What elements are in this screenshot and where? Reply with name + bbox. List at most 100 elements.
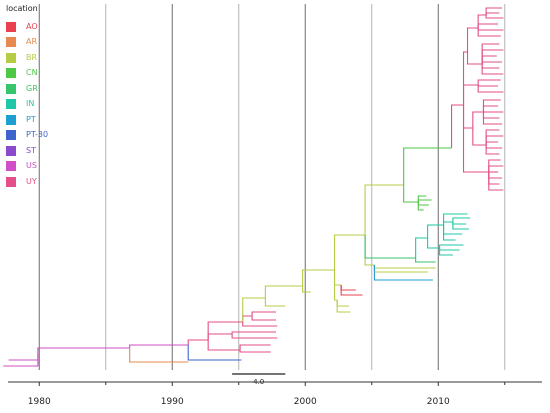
- branch-r1i: [462, 105, 489, 173]
- branch-t25: [485, 145, 500, 155]
- branch-t9: [481, 55, 497, 64]
- branch-t5: [477, 28, 504, 31]
- branch-r1h: [472, 128, 487, 146]
- branch-il2: [439, 248, 460, 251]
- branch-gl1: [415, 258, 436, 263]
- branch-il8: [452, 217, 471, 222]
- branch-n7: [302, 269, 335, 286]
- legend-label: PT-30: [26, 130, 49, 140]
- legend-item-us: US: [6, 159, 66, 175]
- legend-item-br: BR: [6, 50, 66, 66]
- time-gridlines: [38, 4, 506, 370]
- branch-rootleaf1: [8, 354, 39, 361]
- branch-il7: [452, 222, 467, 225]
- legend-label: ST: [26, 145, 36, 155]
- branch-n4: [207, 321, 243, 340]
- branch-al1: [340, 285, 356, 291]
- branch-i2: [427, 238, 440, 249]
- legend-item-st: ST: [6, 143, 66, 159]
- branch-il9: [443, 213, 468, 225]
- branch-i1: [415, 237, 428, 258]
- branch-t1: [485, 7, 503, 15]
- branch-bluebr: [187, 345, 242, 361]
- tree-branches: [3, 7, 504, 367]
- branch-t31: [488, 172, 504, 191]
- legend-swatch: [6, 68, 16, 79]
- branch-b2: [333, 270, 342, 286]
- branch-t17: [482, 105, 499, 112]
- branch-r1e: [462, 84, 479, 105]
- branch-il3: [439, 244, 464, 248]
- legend-label: UY: [26, 176, 37, 186]
- legend-items: AO AR BR CN GR IN PT PT-30 ST US UY: [6, 19, 66, 190]
- branch-m1: [364, 235, 375, 266]
- legend-swatch: [6, 161, 16, 172]
- branch-n3: [187, 339, 209, 345]
- branch-ul6: [251, 316, 276, 321]
- legend-item-gr: GR: [6, 81, 66, 97]
- branch-t12: [481, 64, 504, 75]
- legend-swatch: [6, 83, 16, 94]
- scale-bar-label: 4.0: [253, 378, 264, 386]
- branch-r1d: [466, 52, 483, 65]
- branch-cl1: [417, 195, 427, 202]
- branch-t14: [477, 85, 499, 87]
- branch-r1b: [466, 27, 479, 52]
- branch-r1f: [462, 105, 473, 129]
- branch-cl4: [417, 202, 424, 211]
- legend-item-pt: PT: [6, 112, 66, 128]
- branch-r1g: [472, 111, 484, 128]
- branch-bl1: [264, 298, 286, 307]
- branch-cl3: [417, 202, 429, 206]
- branch-t29: [488, 172, 503, 179]
- branch-r1a: [462, 51, 468, 105]
- legend-label: AR: [26, 37, 38, 47]
- legend-item-cn: CN: [6, 66, 66, 82]
- branch-t3: [485, 15, 504, 19]
- branch-g1: [364, 235, 416, 259]
- branch-u2: [207, 333, 233, 340]
- branch-n10: [403, 147, 452, 185]
- branch-il1: [439, 248, 453, 256]
- branch-bl2: [302, 286, 311, 293]
- x-tick-label-2010: 2010: [427, 397, 450, 407]
- branch-ul4: [231, 334, 278, 339]
- branch-ul3: [231, 331, 276, 334]
- branch-u3: [242, 315, 253, 322]
- branch-ul7: [242, 322, 278, 327]
- legend-label: GR: [26, 83, 38, 93]
- branch-ml1: [373, 265, 436, 269]
- location-legend: location AO AR BR CN GR IN PT PT-30 ST US UY: [6, 4, 66, 190]
- branch-cl2: [417, 199, 432, 202]
- branch-ul2: [239, 350, 271, 353]
- branch-t13: [477, 79, 501, 85]
- legend-item-ar: AR: [6, 35, 66, 51]
- branch-il6: [452, 222, 469, 230]
- legend-item-uy: UY: [6, 174, 66, 190]
- legend-swatch: [6, 21, 16, 32]
- branch-t19: [482, 112, 500, 119]
- branch-ul5: [251, 311, 276, 316]
- branch-n5: [242, 297, 266, 322]
- branch-il4: [443, 225, 456, 241]
- branch-n1: [37, 347, 130, 354]
- x-tick-label-2000: 2000: [294, 397, 317, 407]
- branch-t7: [481, 43, 500, 64]
- branch-n2: [129, 344, 189, 348]
- branch-r1: [451, 104, 464, 148]
- legend-item-in: IN: [6, 97, 66, 113]
- branch-t11: [481, 64, 500, 69]
- branch-t15: [477, 85, 504, 93]
- legend-label: BR: [26, 52, 38, 62]
- legend-label: US: [26, 161, 37, 171]
- branch-i3: [427, 224, 444, 238]
- branch-n9: [364, 184, 404, 235]
- legend-swatch: [6, 99, 16, 110]
- x-tick-label-1980: 1980: [28, 397, 51, 407]
- branch-t23: [485, 141, 499, 145]
- legend-label: CN: [26, 68, 38, 78]
- branch-c1: [403, 185, 419, 203]
- legend-swatch: [6, 52, 16, 63]
- branch-bl3: [336, 300, 350, 307]
